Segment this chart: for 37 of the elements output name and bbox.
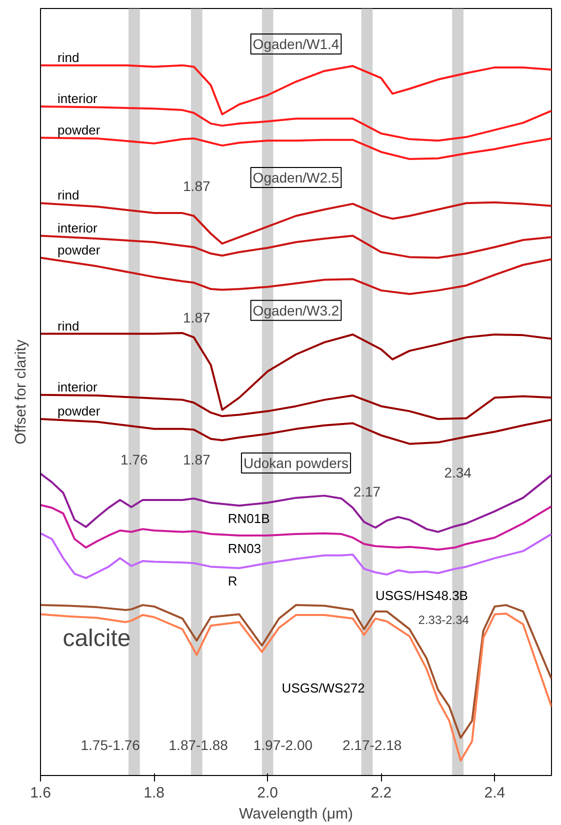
series-label: R xyxy=(228,574,238,589)
annotation: Ogaden/W3.2 xyxy=(252,302,340,318)
series-label: interior xyxy=(58,379,98,394)
series-label: powder xyxy=(58,242,101,258)
series-label: RN01B xyxy=(228,511,270,526)
series-label: powder xyxy=(58,122,101,138)
annotation: 1.87 xyxy=(183,178,210,194)
series-label: rind xyxy=(58,188,80,203)
x-axis-title: Wavelength (μm) xyxy=(239,806,353,822)
annotation: calcite xyxy=(62,624,131,652)
annotation: 1.87 xyxy=(183,451,210,468)
series-label: rind xyxy=(58,50,80,65)
y-axis-title: Offset for clarity xyxy=(12,339,30,444)
annotation: 1.97-2.00 xyxy=(253,736,313,753)
annotation: 1.76 xyxy=(120,451,148,468)
series-label: USGS/HS48.3B xyxy=(375,588,468,603)
x-tick-label: 2.0 xyxy=(257,784,278,802)
series-label: rind xyxy=(58,318,80,334)
annotation: 2.34 xyxy=(444,464,472,480)
x-tick-label: 2.4 xyxy=(484,784,506,802)
annotation: Ogaden/W2.5 xyxy=(252,170,340,186)
x-tick-label: 2.2 xyxy=(370,784,392,802)
x-tick-label: 1.8 xyxy=(144,784,164,802)
series-label: powder xyxy=(58,403,101,418)
annotation: 2.17 xyxy=(353,483,381,500)
annotation: 1.75-1.76 xyxy=(80,736,140,753)
text: USGS/WS272 xyxy=(282,680,365,696)
x-tick-label: 1.6 xyxy=(30,784,51,802)
annotation: 1.87-1.88 xyxy=(168,736,228,753)
text: Ogaden/W1.4 xyxy=(252,36,340,52)
annotation: 2.17-2.18 xyxy=(342,736,402,753)
annotation: 1.87 xyxy=(183,309,210,326)
series-label: RN03 xyxy=(228,540,262,556)
annotation: 2.33-2.34 xyxy=(418,612,470,627)
series-label: interior xyxy=(58,220,98,236)
annotation: Udokan powders xyxy=(243,455,349,472)
series-label: interior xyxy=(58,91,98,106)
